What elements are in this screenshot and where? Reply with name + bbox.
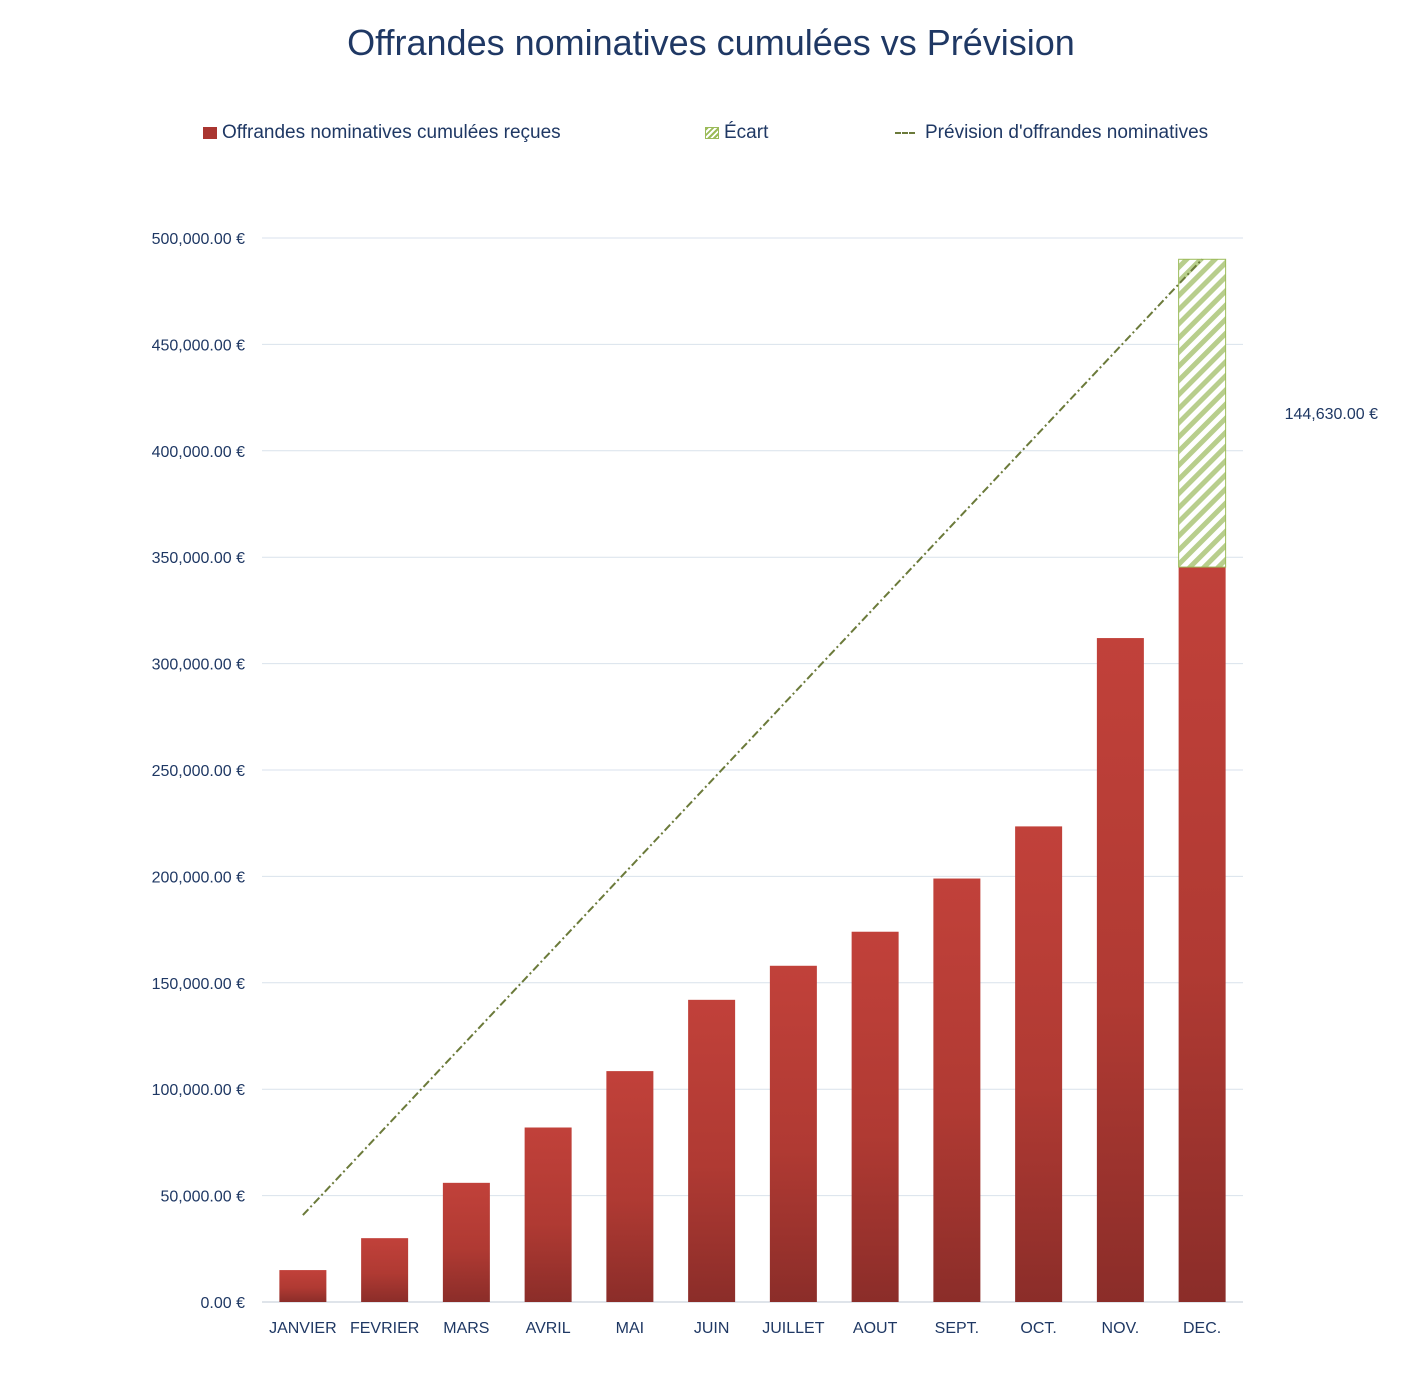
y-tick-label: 450,000.00 € <box>152 337 246 354</box>
x-tick-label: SEPT. <box>935 1320 979 1337</box>
y-tick-label: 150,000.00 € <box>152 976 246 993</box>
bar-gap <box>1178 258 1227 568</box>
legend-item-received: Offrandes nominatives cumulées reçues <box>203 122 561 144</box>
x-tick-label: DEC. <box>1183 1320 1221 1337</box>
legend-label-gap: Écart <box>724 122 769 143</box>
x-tick-label: NOV. <box>1102 1320 1140 1337</box>
chart-title: Offrandes nominatives cumulées vs Prévis… <box>347 22 1075 63</box>
legend: Offrandes nominatives cumulées reçues Éc… <box>0 122 1422 152</box>
bar-received <box>442 1182 490 1302</box>
bar-received <box>524 1127 572 1302</box>
x-tick-label: JUILLET <box>762 1320 824 1337</box>
forecast-line <box>302 258 1203 1216</box>
y-tick-label: 50,000.00 € <box>160 1189 245 1206</box>
legend-item-gap: Écart <box>705 122 768 144</box>
y-tick-label: 250,000.00 € <box>152 763 246 780</box>
x-tick-label: FEVRIER <box>350 1320 419 1337</box>
legend-swatch-gap <box>705 127 719 139</box>
bar-received <box>606 1071 654 1302</box>
x-tick-label: OCT. <box>1020 1320 1056 1337</box>
legend-label-received: Offrandes nominatives cumulées reçues <box>222 122 561 143</box>
legend-item-forecast: Prévision d'offrandes nominatives <box>895 122 1208 144</box>
y-tick-label: 200,000.00 € <box>152 869 246 886</box>
bar-received <box>688 999 736 1302</box>
y-tick-label: 100,000.00 € <box>152 1082 246 1099</box>
x-tick-label: MAI <box>616 1320 644 1337</box>
bar-received <box>933 878 981 1302</box>
x-tick-label: MARS <box>443 1320 489 1337</box>
y-tick-label: 400,000.00 € <box>152 444 246 461</box>
x-tick-label: JUIN <box>694 1320 730 1337</box>
legend-swatch-received <box>203 127 217 139</box>
x-tick-label: AOUT <box>853 1320 898 1337</box>
bar-received <box>1096 638 1144 1302</box>
bar-received <box>851 931 899 1302</box>
y-tick-label: 300,000.00 € <box>152 657 246 674</box>
y-tick-label: 0.00 € <box>201 1295 246 1312</box>
data-label-gap: 144,630.00 € <box>1285 406 1379 423</box>
y-tick-label: 350,000.00 € <box>152 550 246 567</box>
bar-received <box>1015 826 1063 1302</box>
legend-line-forecast <box>895 132 915 134</box>
bar-received <box>279 1270 327 1302</box>
x-tick-label: AVRIL <box>526 1320 571 1337</box>
bar-received <box>361 1238 409 1302</box>
bar-received <box>769 965 817 1302</box>
bar-received <box>1178 567 1226 1302</box>
x-tick-label: JANVIER <box>269 1320 337 1337</box>
y-tick-label: 500,000.00 € <box>152 231 246 248</box>
legend-label-forecast: Prévision d'offrandes nominatives <box>925 122 1209 143</box>
